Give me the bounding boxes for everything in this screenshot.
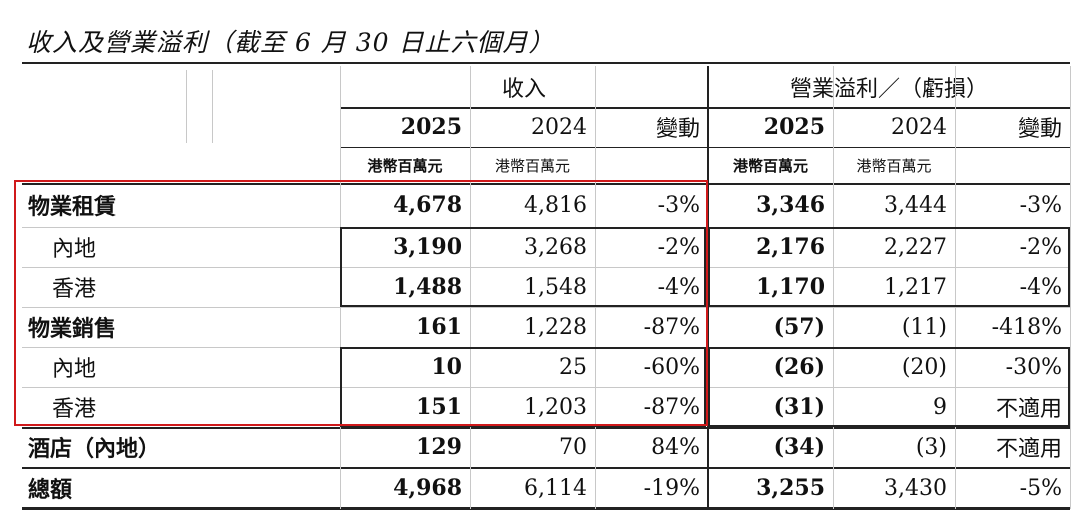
table-cell: -2%	[657, 234, 700, 260]
table-cell: -4%	[657, 274, 700, 300]
year-header: 2024	[891, 114, 947, 140]
table-cell: -418%	[991, 314, 1062, 340]
subtotal-box	[708, 227, 1070, 307]
table-cell: 84%	[651, 434, 700, 460]
row-label: 香港	[52, 277, 97, 302]
revenue-group-header: 收入	[501, 76, 546, 102]
column-divider	[470, 66, 471, 509]
row-label: 內地	[52, 357, 97, 382]
table-cell: -3%	[1019, 192, 1062, 218]
row-rule	[340, 107, 1070, 109]
table-cell: 3,346	[756, 192, 825, 218]
unit-label: 港幣百萬元	[494, 156, 570, 175]
year-header: 變動	[1017, 117, 1062, 142]
table-cell: -87%	[643, 314, 700, 340]
table-cell: 161	[416, 314, 462, 340]
table-cell: (34)	[773, 434, 825, 460]
table-cell: 129	[416, 434, 462, 460]
column-divider	[1070, 66, 1071, 509]
row-label: 酒店（內地）	[28, 436, 161, 462]
table-cell: (3)	[915, 434, 947, 460]
table-cell: 151	[416, 394, 462, 420]
year-header: 2025	[400, 114, 462, 140]
table-cell: -60%	[643, 354, 700, 380]
subtotal-box	[340, 227, 706, 307]
column-divider	[595, 66, 596, 509]
table-cell: 4,968	[393, 475, 462, 501]
row-label: 香港	[52, 397, 97, 422]
table-cell: 10	[431, 354, 462, 380]
table-cell: -30%	[1005, 354, 1062, 380]
row-rule	[22, 507, 1070, 510]
stub-divider	[186, 70, 187, 143]
table-cell: 3,268	[524, 234, 587, 260]
table-cell: (31)	[773, 394, 825, 420]
unit-label: 港幣百萬元	[732, 156, 808, 175]
row-rule	[22, 183, 1070, 185]
table-cell: 1,488	[393, 274, 462, 300]
table-cell: (26)	[773, 354, 825, 380]
row-rule	[340, 147, 1070, 148]
year-header: 2025	[763, 114, 825, 140]
subtotal-box	[708, 347, 1070, 427]
row-label: 內地	[52, 237, 97, 262]
table-cell: 3,444	[884, 192, 947, 218]
table-cell: -3%	[657, 192, 700, 218]
table-cell: 不適用	[995, 437, 1062, 462]
row-divider	[22, 387, 1070, 388]
table-cell: (20)	[901, 354, 947, 380]
table-cell: 6,114	[524, 475, 587, 501]
table-cell: -5%	[1019, 475, 1062, 501]
table-title: 收入及營業溢利（截至 6 月 30 日止六個月）	[26, 28, 555, 57]
highlight-box	[14, 180, 708, 426]
table-cell: 1,217	[884, 274, 947, 300]
unit-label: 港幣百萬元	[367, 156, 443, 175]
table-cell: 3,190	[393, 234, 462, 260]
table-cell: 4,678	[393, 192, 462, 218]
subtotal-box	[340, 347, 706, 427]
row-divider	[22, 307, 1070, 308]
table-cell: 9	[933, 394, 947, 420]
stub-divider	[212, 70, 213, 143]
table-cell: -2%	[1019, 234, 1062, 260]
table-cell: 25	[559, 354, 587, 380]
table-cell: (57)	[773, 314, 825, 340]
row-label: 物業租賃	[28, 194, 117, 220]
row-label: 物業銷售	[28, 316, 117, 342]
table-cell: 1,228	[524, 314, 587, 340]
unit-label: 港幣百萬元	[856, 156, 932, 175]
row-divider	[22, 267, 1070, 268]
table-cell: 1,548	[524, 274, 587, 300]
profit-group-header: 營業溢利／（虧損）	[789, 76, 988, 102]
table-cell: -87%	[643, 394, 700, 420]
table-cell: 3,255	[756, 475, 825, 501]
row-label: 總額	[28, 477, 73, 503]
row-rule	[22, 467, 1070, 469]
table-cell: 不適用	[995, 397, 1062, 422]
table-cell: -4%	[1019, 274, 1062, 300]
table-cell: 4,816	[524, 192, 587, 218]
year-header: 2024	[531, 114, 587, 140]
table-cell: 1,170	[756, 274, 825, 300]
column-divider	[955, 66, 956, 509]
table-cell: 2,227	[884, 234, 947, 260]
row-rule	[22, 427, 1070, 429]
table-cell: 2,176	[756, 234, 825, 260]
title-rule	[22, 62, 1070, 64]
table-cell: 70	[559, 434, 587, 460]
table-cell: -19%	[643, 475, 700, 501]
column-divider	[833, 66, 834, 509]
table-cell: 1,203	[524, 394, 587, 420]
table-cell: 3,430	[884, 475, 947, 501]
table-cell: (11)	[901, 314, 947, 340]
year-header: 變動	[655, 117, 700, 142]
